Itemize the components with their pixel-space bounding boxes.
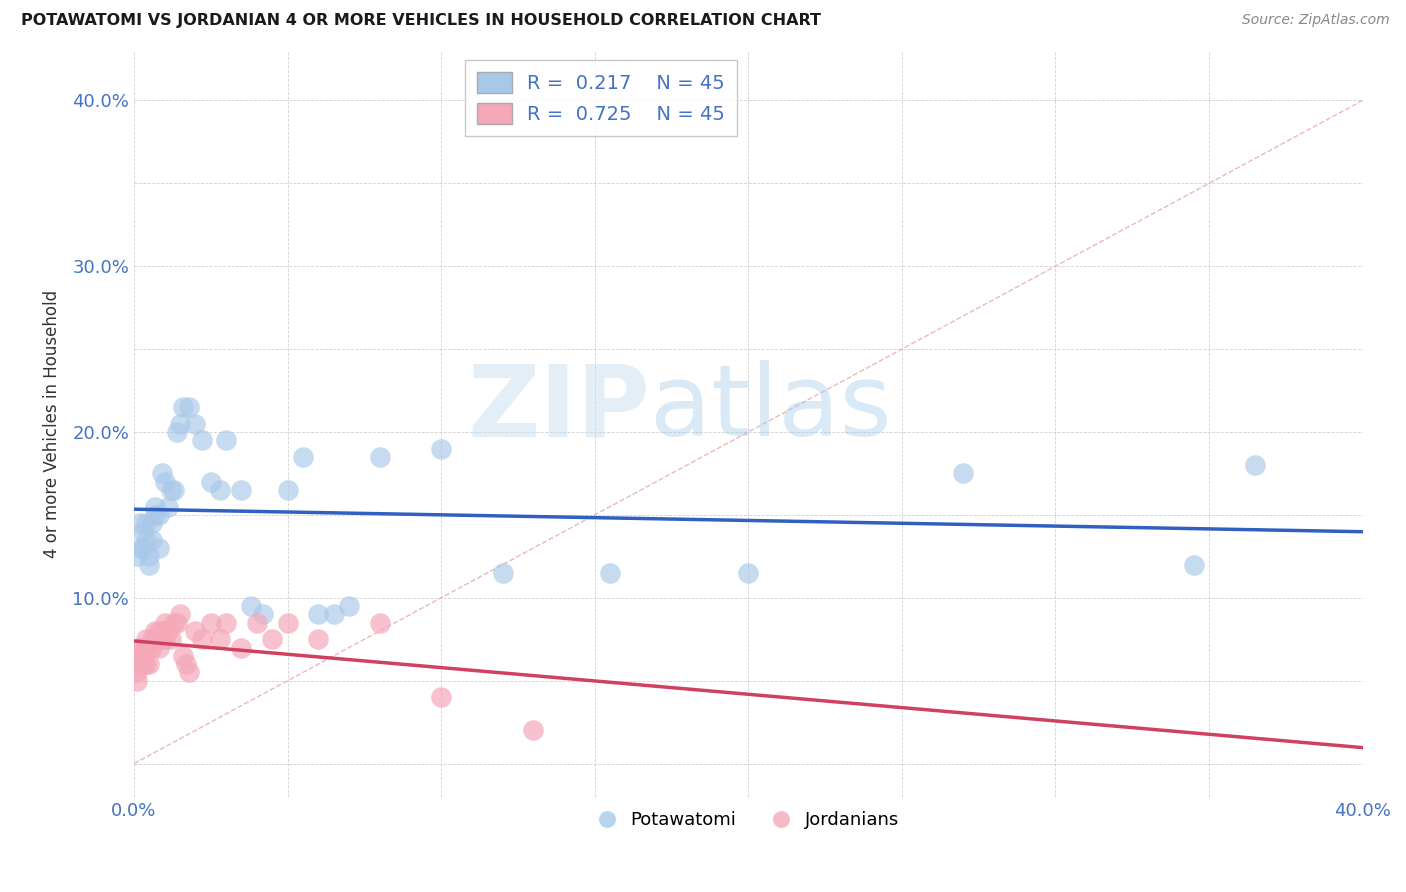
Point — [1244, 458, 1267, 473]
Point — [135, 533, 157, 547]
Point — [190, 434, 212, 448]
Point — [231, 483, 253, 497]
Point — [129, 516, 152, 531]
Point — [159, 632, 181, 647]
Point — [522, 723, 544, 738]
Point — [129, 640, 152, 655]
Point — [179, 400, 201, 414]
Point — [200, 615, 222, 630]
Point — [129, 648, 152, 663]
Point — [132, 640, 155, 655]
Point — [125, 657, 148, 672]
Point — [291, 450, 314, 464]
Point — [129, 541, 152, 555]
Point — [599, 566, 621, 580]
Point — [135, 640, 157, 655]
Point — [150, 467, 173, 481]
Point — [148, 640, 170, 655]
Point — [135, 632, 157, 647]
Text: Source: ZipAtlas.com: Source: ZipAtlas.com — [1241, 13, 1389, 28]
Point — [215, 434, 238, 448]
Point — [208, 632, 231, 647]
Point — [138, 558, 160, 572]
Point — [179, 665, 201, 680]
Point — [159, 483, 181, 497]
Point — [148, 541, 170, 555]
Point — [132, 524, 155, 539]
Point — [215, 615, 238, 630]
Point — [277, 483, 299, 497]
Point — [138, 640, 160, 655]
Y-axis label: 4 or more Vehicles in Household: 4 or more Vehicles in Household — [44, 290, 60, 558]
Point — [952, 467, 974, 481]
Point — [145, 624, 167, 638]
Point — [368, 615, 391, 630]
Point — [239, 599, 262, 613]
Point — [246, 615, 269, 630]
Text: atlas: atlas — [650, 360, 891, 458]
Point — [737, 566, 759, 580]
Point — [132, 657, 155, 672]
Point — [368, 450, 391, 464]
Point — [132, 541, 155, 555]
Point — [307, 632, 329, 647]
Point — [252, 607, 274, 622]
Legend: Potawatomi, Jordanians: Potawatomi, Jordanians — [591, 804, 905, 837]
Point — [1182, 558, 1205, 572]
Point — [138, 657, 160, 672]
Point — [337, 599, 360, 613]
Point — [153, 475, 176, 489]
Point — [491, 566, 513, 580]
Point — [169, 607, 191, 622]
Point — [430, 690, 453, 705]
Point — [262, 632, 284, 647]
Point — [141, 533, 163, 547]
Point — [163, 483, 186, 497]
Point — [135, 657, 157, 672]
Point — [148, 624, 170, 638]
Text: POTAWATOMI VS JORDANIAN 4 OR MORE VEHICLES IN HOUSEHOLD CORRELATION CHART: POTAWATOMI VS JORDANIAN 4 OR MORE VEHICL… — [21, 13, 821, 29]
Point — [172, 400, 194, 414]
Point — [184, 417, 207, 431]
Point — [148, 508, 170, 522]
Point — [141, 516, 163, 531]
Point — [172, 648, 194, 663]
Point — [145, 632, 167, 647]
Point — [153, 632, 176, 647]
Point — [322, 607, 344, 622]
Point — [125, 673, 148, 688]
Point — [163, 615, 186, 630]
Point — [430, 442, 453, 456]
Point — [132, 648, 155, 663]
Point — [129, 657, 152, 672]
Point — [150, 632, 173, 647]
Point — [190, 632, 212, 647]
Point — [200, 475, 222, 489]
Point — [156, 624, 179, 638]
Point — [166, 615, 188, 630]
Point — [141, 632, 163, 647]
Point — [231, 640, 253, 655]
Point — [153, 615, 176, 630]
Text: ZIP: ZIP — [467, 360, 650, 458]
Point — [208, 483, 231, 497]
Point — [145, 508, 167, 522]
Point — [156, 500, 179, 514]
Point — [174, 657, 197, 672]
Point — [150, 624, 173, 638]
Point — [166, 425, 188, 439]
Point — [125, 665, 148, 680]
Point — [138, 549, 160, 564]
Point — [141, 640, 163, 655]
Point — [125, 549, 148, 564]
Point — [307, 607, 329, 622]
Point — [135, 516, 157, 531]
Point — [184, 624, 207, 638]
Point — [145, 500, 167, 514]
Point — [169, 417, 191, 431]
Point — [277, 615, 299, 630]
